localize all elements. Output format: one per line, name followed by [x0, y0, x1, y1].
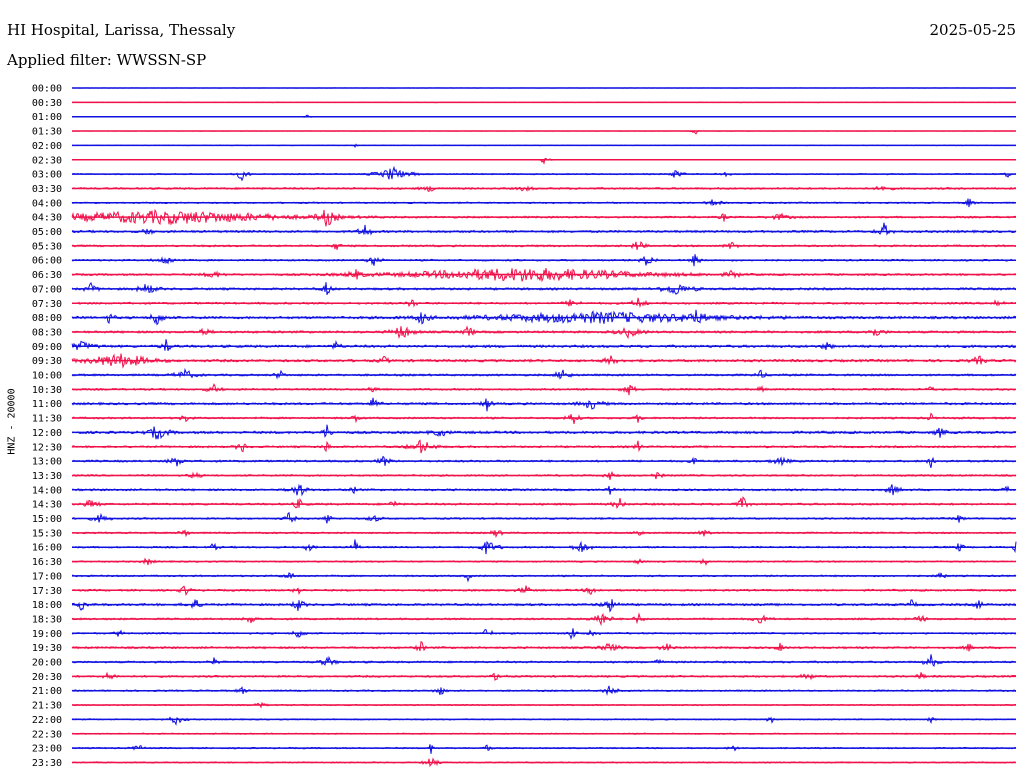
time-label: 18:00 — [32, 600, 62, 611]
time-label: 20:00 — [32, 658, 62, 669]
time-label: 20:30 — [32, 672, 62, 683]
trace-2300 — [71, 744, 1017, 754]
station-title: HI Hospital, Larissa, Thessaly — [7, 21, 236, 39]
filter-label: Applied filter: WWSSN-SP — [7, 51, 207, 69]
time-label: 13:30 — [32, 471, 62, 482]
trace-1100 — [71, 397, 1017, 412]
trace-0500 — [71, 222, 1017, 236]
time-label: 17:00 — [32, 571, 62, 582]
time-label: 18:30 — [32, 614, 62, 625]
time-label: 21:30 — [32, 701, 62, 712]
time-label: 12:30 — [32, 442, 62, 453]
time-label: 01:00 — [32, 112, 62, 123]
time-label: 00:30 — [32, 98, 62, 109]
time-label: 05:30 — [32, 241, 62, 252]
time-label: 14:30 — [32, 500, 62, 511]
time-label: 03:00 — [32, 170, 62, 181]
trace-1930 — [71, 640, 1017, 652]
time-label: 22:00 — [32, 715, 62, 726]
time-label: 09:30 — [32, 356, 62, 367]
time-label: 06:30 — [32, 270, 62, 281]
trace-1300 — [71, 455, 1017, 468]
time-label: 06:00 — [32, 256, 62, 267]
time-label: 17:30 — [32, 586, 62, 597]
time-label: 23:30 — [32, 758, 62, 769]
time-label: 11:30 — [32, 414, 62, 425]
trace-1700 — [71, 572, 1017, 583]
trace-2200 — [71, 716, 1017, 726]
time-label: 23:00 — [32, 744, 62, 755]
time-label: 16:00 — [32, 543, 62, 554]
time-label: 15:00 — [32, 514, 62, 525]
trace-1000 — [71, 367, 1017, 380]
trace-0430 — [71, 208, 1017, 227]
time-label: 04:30 — [32, 213, 62, 224]
trace-1430 — [71, 496, 1017, 509]
time-label: 19:30 — [32, 643, 62, 654]
time-label: 04:00 — [32, 198, 62, 209]
time-label: 09:00 — [32, 342, 62, 353]
time-label: 12:00 — [32, 428, 62, 439]
time-label: 10:00 — [32, 371, 62, 382]
time-label: 08:00 — [32, 313, 62, 324]
trace-0730 — [71, 297, 1017, 308]
time-label: 22:30 — [32, 729, 62, 740]
trace-2000 — [71, 654, 1017, 667]
time-label: 02:00 — [32, 141, 62, 152]
time-label: 13:00 — [32, 457, 62, 468]
time-label: 14:00 — [32, 485, 62, 496]
time-label: 03:30 — [32, 184, 62, 195]
time-label: 11:00 — [32, 399, 62, 410]
time-label: 08:30 — [32, 327, 62, 338]
time-label: 15:30 — [32, 528, 62, 539]
time-label: 07:30 — [32, 299, 62, 310]
time-label: 07:00 — [32, 284, 62, 295]
time-label: 00:00 — [32, 84, 62, 95]
time-label: 21:00 — [32, 686, 62, 697]
date-label: 2025-05-25 — [929, 21, 1016, 39]
trace-0900 — [71, 339, 1017, 351]
time-label: 16:30 — [32, 557, 62, 568]
time-label: 01:30 — [32, 127, 62, 138]
time-label: 05:00 — [32, 227, 62, 238]
time-label: 02:30 — [32, 155, 62, 166]
time-label: 10:30 — [32, 385, 62, 396]
time-label: 19:00 — [32, 629, 62, 640]
